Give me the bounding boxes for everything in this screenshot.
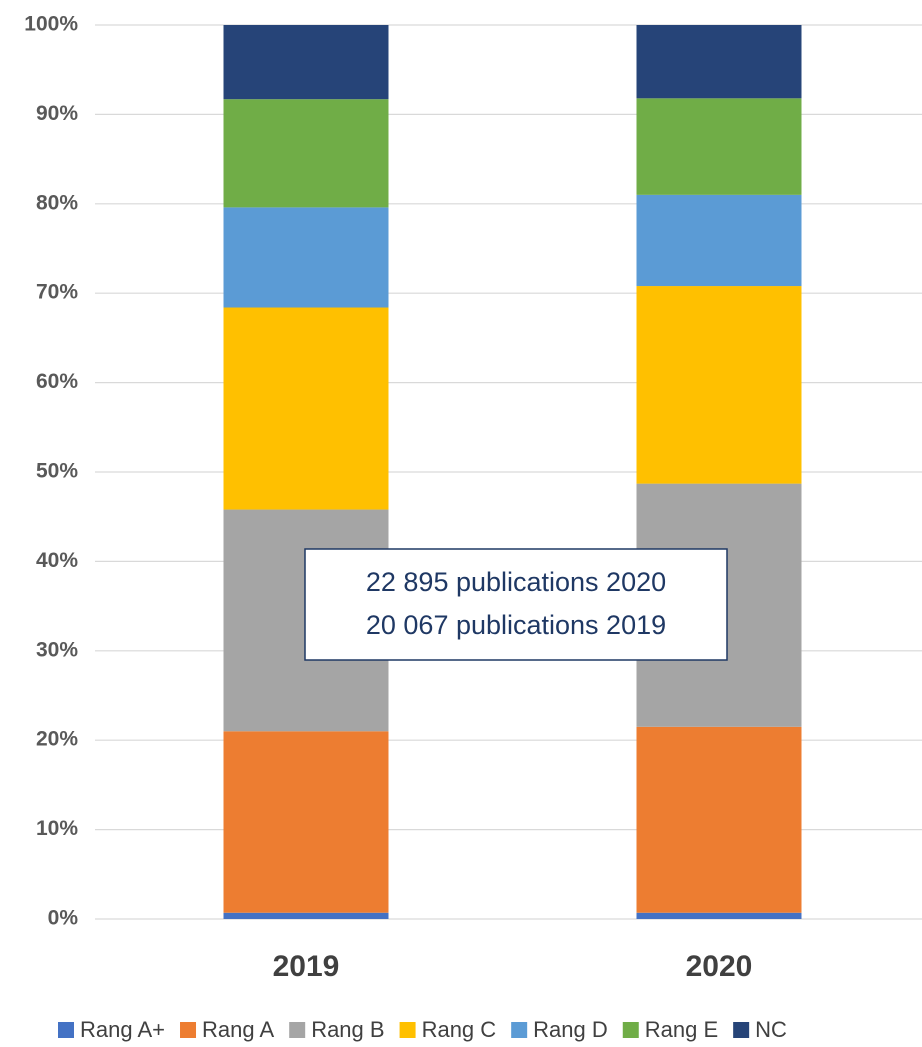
y-tick-label: 90% [36,102,78,125]
annotation: 22 895 publications 2020 [366,567,666,597]
legend-label: NC [755,1017,787,1042]
legend-label: Rang B [311,1017,384,1042]
bar-segment [636,98,802,195]
y-tick-label: 70% [36,281,78,304]
bar-segment [223,307,389,510]
y-tick-label: 100% [24,13,78,36]
bar-segment [636,726,802,913]
bar-segment [223,207,389,308]
bar-segment [636,25,802,99]
legend-label: Rang A+ [80,1017,165,1042]
y-tick-label: 60% [36,370,78,393]
legend-label: Rang A [202,1017,274,1042]
y-tick-label: 10% [36,817,78,840]
bar-segment [223,912,389,919]
legend-swatch [58,1022,74,1038]
legend-swatch [511,1022,528,1038]
legend-swatch [289,1022,306,1038]
bar-segment [636,286,802,484]
legend-label: Rang D [533,1017,608,1042]
y-tick-label: 80% [36,191,78,214]
y-tick-label: 20% [36,728,78,751]
bar-segment [636,912,802,919]
bar-segment [223,731,389,913]
legend-label: Rang E [645,1017,718,1042]
y-tick-label: 0% [48,907,79,930]
y-tick-label: 30% [36,638,78,661]
legend-swatch [622,1022,639,1038]
bar-segment [223,99,389,208]
annotation-box [304,548,728,661]
x-tick-label: 2020 [686,950,753,983]
y-tick-label: 40% [36,549,78,572]
legend-swatch [733,1022,750,1038]
legend-swatch [180,1022,197,1038]
y-tick-label: 50% [36,460,78,483]
bar-segment [223,25,389,100]
annotation: 20 067 publications 2019 [366,610,666,640]
legend-label: Rang C [422,1017,497,1042]
x-tick-label: 2019 [273,950,340,983]
legend-swatch [399,1022,416,1038]
bar-segment [636,194,802,287]
